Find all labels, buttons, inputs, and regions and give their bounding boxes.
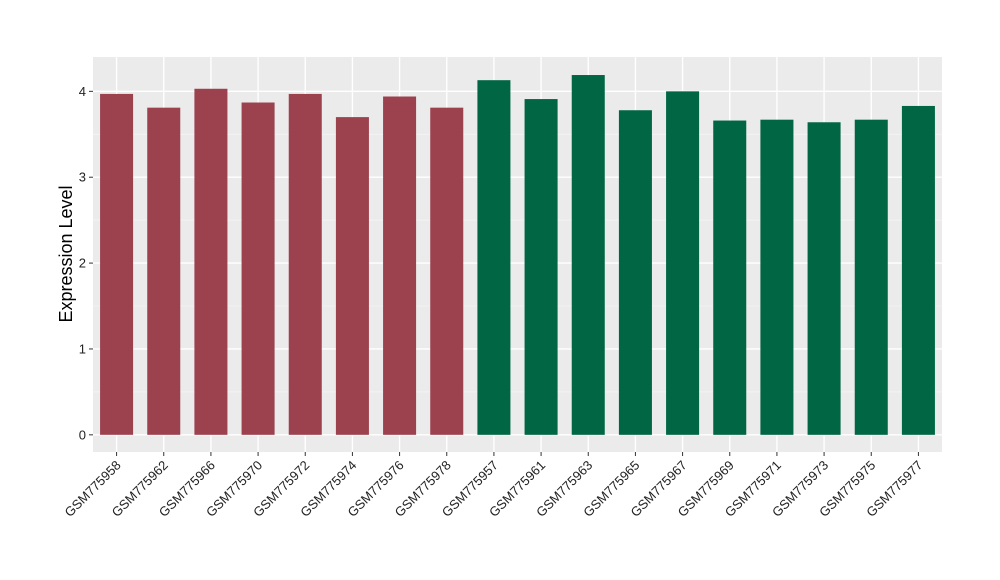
y-tick-label: 0: [79, 427, 86, 442]
bar-series: [100, 75, 935, 435]
bar-GSM775974: [335, 117, 369, 435]
bar-GSM775965: [618, 110, 652, 435]
y-tick-label: 2: [79, 256, 86, 271]
y-axis: 0 1 2 3 4: [79, 84, 93, 442]
bar-GSM775972: [288, 93, 322, 435]
bar-GSM775975: [854, 119, 888, 435]
minor-gridlines: [93, 133, 942, 393]
bar-GSM775967: [666, 91, 700, 435]
bar-GSM775969: [713, 120, 747, 435]
bar-GSM775961: [524, 99, 558, 435]
bar-GSM775963: [571, 75, 605, 435]
y-axis-title: Expression Level: [56, 185, 76, 322]
bar-GSM775971: [760, 119, 794, 435]
y-tick-label: 1: [79, 341, 86, 356]
y-tick-label: 3: [79, 170, 86, 185]
bar-GSM775977: [901, 105, 935, 435]
bar-GSM775973: [807, 122, 841, 435]
bar-GSM775978: [430, 107, 464, 435]
bar-GSM775970: [241, 102, 275, 435]
bar-GSM775958: [100, 93, 134, 435]
bar-GSM775976: [383, 96, 417, 435]
x-axis: GSM775958GSM775962GSM775966GSM775970GSM7…: [61, 452, 926, 520]
y-tick-label: 4: [79, 84, 86, 99]
bar-GSM775957: [477, 80, 511, 435]
bar-GSM775966: [194, 88, 228, 435]
bar-GSM775962: [147, 107, 181, 435]
plot-panel: [93, 57, 942, 452]
